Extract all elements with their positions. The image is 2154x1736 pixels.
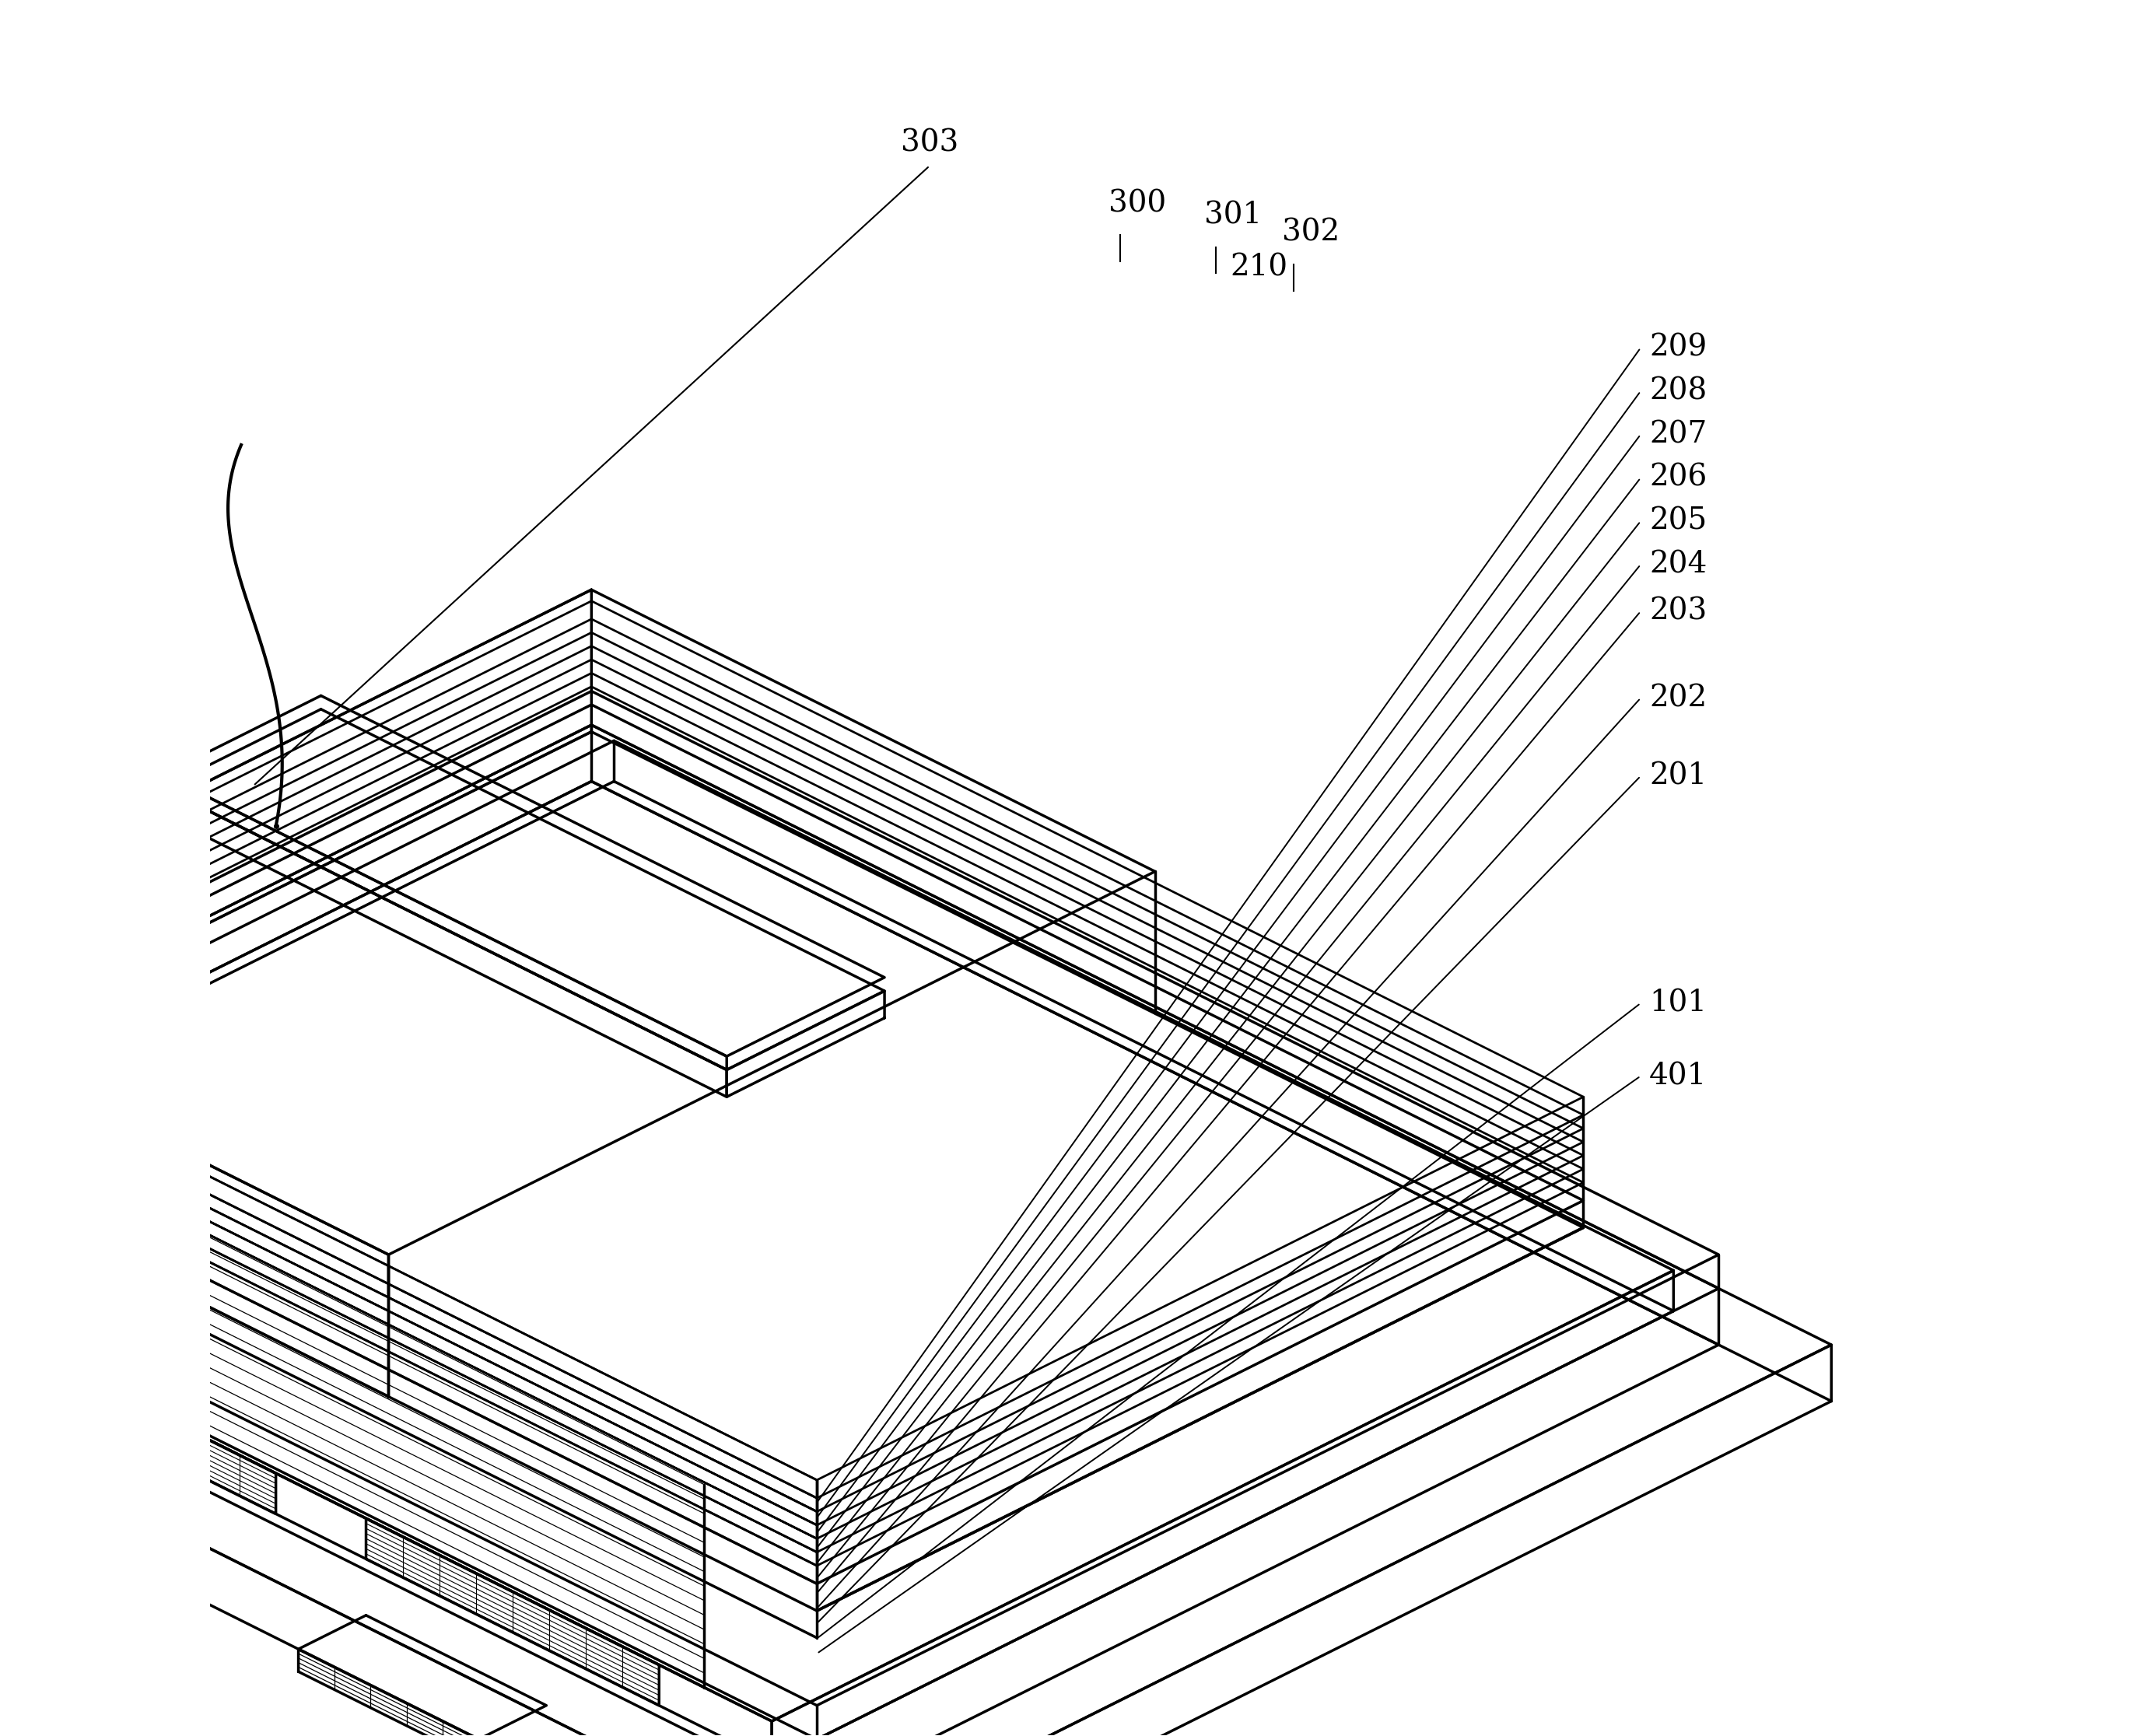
Text: 207: 207 — [1650, 420, 1706, 450]
Polygon shape — [0, 741, 1674, 1720]
Polygon shape — [164, 788, 726, 1097]
Text: 303: 303 — [900, 128, 959, 158]
Polygon shape — [0, 705, 1583, 1583]
Polygon shape — [771, 1271, 1674, 1736]
Text: 201: 201 — [1650, 762, 1706, 790]
Text: 401: 401 — [1650, 1062, 1706, 1090]
Polygon shape — [726, 991, 885, 1097]
Polygon shape — [299, 1649, 478, 1736]
Polygon shape — [0, 1233, 816, 1736]
Polygon shape — [164, 774, 726, 1069]
Polygon shape — [0, 687, 1583, 1566]
Text: 301: 301 — [1204, 201, 1262, 229]
Text: 302: 302 — [1282, 219, 1340, 247]
Polygon shape — [816, 1345, 1831, 1736]
Polygon shape — [0, 632, 1583, 1512]
Text: 203: 203 — [1650, 597, 1706, 625]
Polygon shape — [0, 726, 1719, 1736]
Text: 204: 204 — [1650, 550, 1708, 580]
Polygon shape — [0, 646, 1583, 1526]
Polygon shape — [0, 731, 1583, 1611]
Text: 202: 202 — [1650, 684, 1706, 712]
Text: 209: 209 — [1650, 333, 1706, 363]
Polygon shape — [164, 696, 885, 1055]
Text: 206: 206 — [1650, 464, 1706, 493]
Polygon shape — [0, 691, 1719, 1705]
Text: 208: 208 — [1650, 377, 1706, 406]
Polygon shape — [0, 590, 1155, 1255]
Text: 205: 205 — [1650, 507, 1706, 536]
Text: 210: 210 — [1230, 253, 1288, 281]
Polygon shape — [0, 972, 388, 1397]
Polygon shape — [0, 590, 592, 1115]
Polygon shape — [0, 781, 1719, 1736]
Polygon shape — [0, 660, 1583, 1538]
Polygon shape — [299, 1614, 547, 1736]
Polygon shape — [0, 1191, 771, 1736]
Text: 300: 300 — [1109, 189, 1167, 217]
Polygon shape — [0, 726, 1831, 1736]
Text: 101: 101 — [1650, 990, 1706, 1017]
Polygon shape — [0, 674, 1583, 1552]
Polygon shape — [164, 710, 885, 1069]
Polygon shape — [0, 1368, 50, 1491]
Polygon shape — [0, 601, 1583, 1481]
Polygon shape — [0, 620, 1583, 1498]
